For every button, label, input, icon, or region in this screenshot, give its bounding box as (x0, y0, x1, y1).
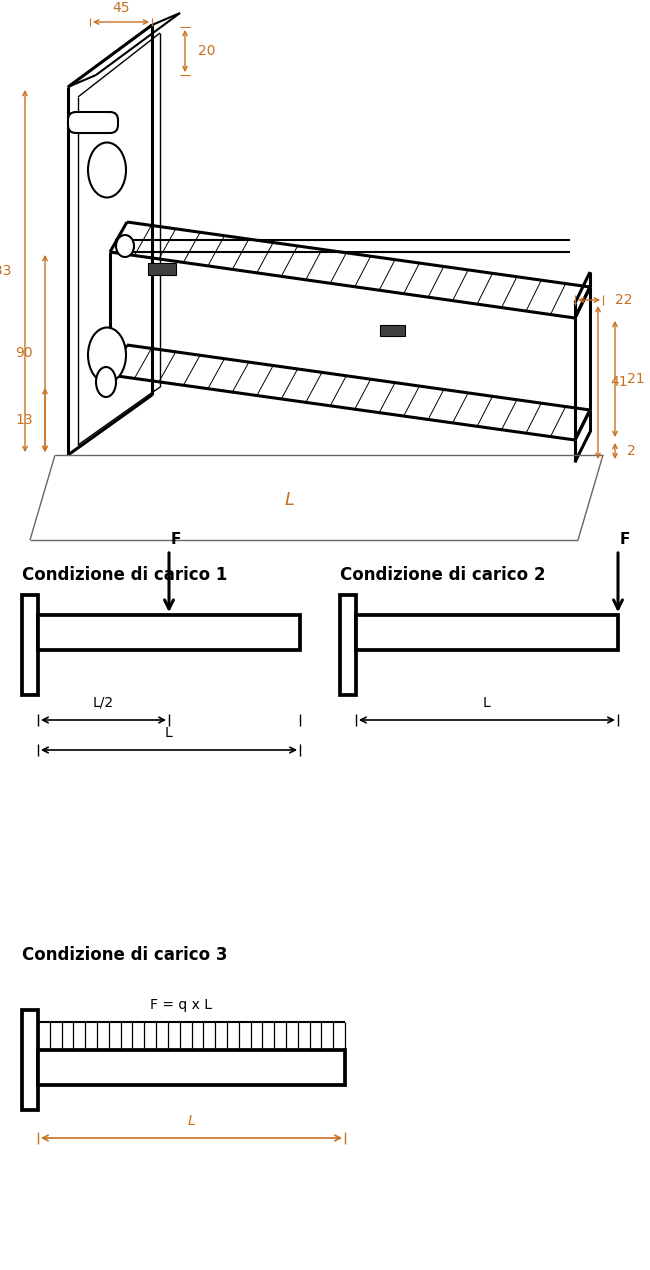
Text: L/2: L/2 (93, 696, 114, 710)
Text: 2: 2 (627, 444, 636, 458)
Text: L: L (483, 696, 491, 710)
Text: Condizione di carico 3: Condizione di carico 3 (22, 946, 227, 964)
FancyBboxPatch shape (68, 112, 118, 133)
Text: 20: 20 (198, 44, 216, 58)
Text: 22: 22 (615, 293, 632, 307)
Text: 13: 13 (16, 413, 33, 427)
Bar (38, 615, 300, 650)
Text: L: L (285, 491, 295, 509)
Bar (340, 596, 356, 695)
Text: 133: 133 (0, 264, 12, 278)
Bar (148, 263, 176, 276)
Bar (380, 325, 405, 337)
Bar (356, 615, 618, 650)
Ellipse shape (88, 142, 126, 198)
Text: 41: 41 (610, 375, 628, 389)
Text: Condizione di carico 2: Condizione di carico 2 (340, 566, 545, 584)
Ellipse shape (96, 367, 116, 398)
Text: F = q x L: F = q x L (150, 998, 212, 1012)
Text: F: F (620, 532, 630, 547)
Ellipse shape (88, 328, 126, 382)
Text: F: F (171, 532, 181, 547)
Text: 90: 90 (16, 345, 33, 359)
Ellipse shape (116, 235, 134, 257)
Text: L: L (188, 1114, 196, 1128)
Text: 21: 21 (627, 372, 645, 386)
Text: L: L (165, 726, 173, 740)
Bar (38, 1050, 345, 1085)
Text: Condizione di carico 1: Condizione di carico 1 (22, 566, 227, 584)
Bar (22, 596, 38, 695)
Text: 45: 45 (112, 1, 130, 15)
Bar (22, 1010, 38, 1110)
